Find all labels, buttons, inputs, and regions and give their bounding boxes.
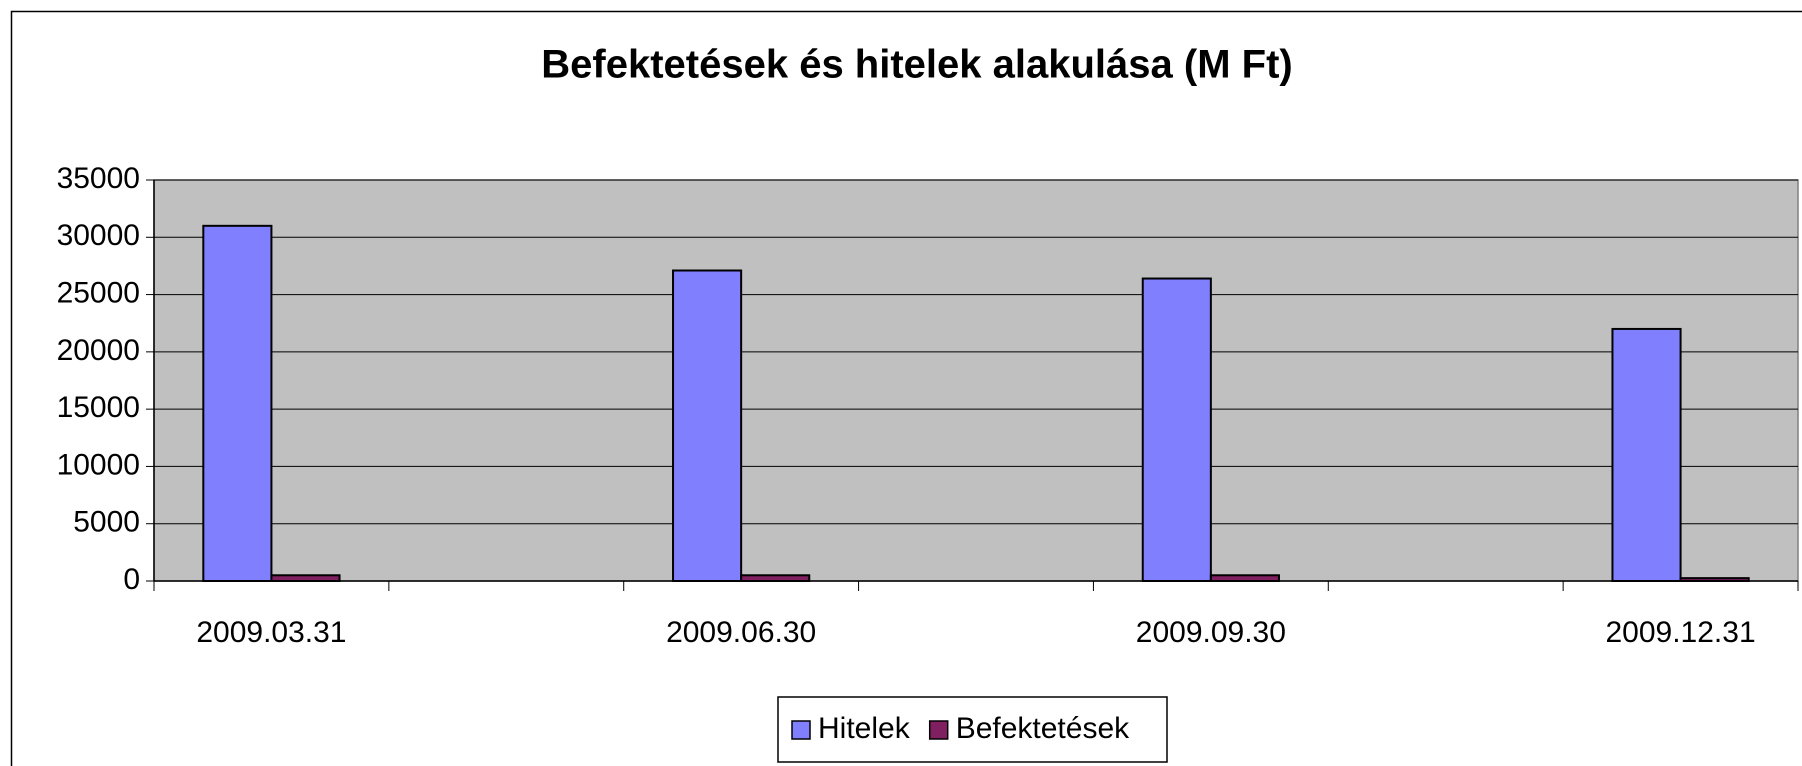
bar <box>1209 574 1280 582</box>
y-tick-label: 20000 <box>57 334 140 367</box>
y-tick-label: 25000 <box>57 276 140 309</box>
x-tick-label: 2009.09.30 <box>1136 616 1286 649</box>
legend-label: Befektetések <box>956 712 1130 745</box>
x-tick-label: 2009.12.31 <box>1605 616 1755 649</box>
legend-label: Hitelek <box>818 712 911 745</box>
y-tick-label: 0 <box>123 563 140 596</box>
bar <box>270 574 341 582</box>
y-tick-label: 15000 <box>57 391 140 424</box>
y-tick-label: 10000 <box>57 448 140 481</box>
chart-title: Befektetések és hitelek alakulása (M Ft) <box>541 43 1292 87</box>
bar <box>1141 277 1212 582</box>
bar <box>672 269 743 582</box>
bar <box>740 574 811 582</box>
legend <box>777 696 1168 763</box>
y-tick-label: 5000 <box>73 506 140 539</box>
y-tick-label: 30000 <box>57 219 140 252</box>
x-tick-label: 2009.06.30 <box>666 616 816 649</box>
y-tick-label: 35000 <box>57 162 140 195</box>
bar <box>1611 327 1682 583</box>
legend-swatch <box>928 720 949 740</box>
bar <box>202 224 273 582</box>
bar <box>1679 577 1750 583</box>
legend-swatch <box>791 720 811 740</box>
x-tick-label: 2009.03.31 <box>196 616 346 649</box>
plot-area <box>153 179 1799 582</box>
